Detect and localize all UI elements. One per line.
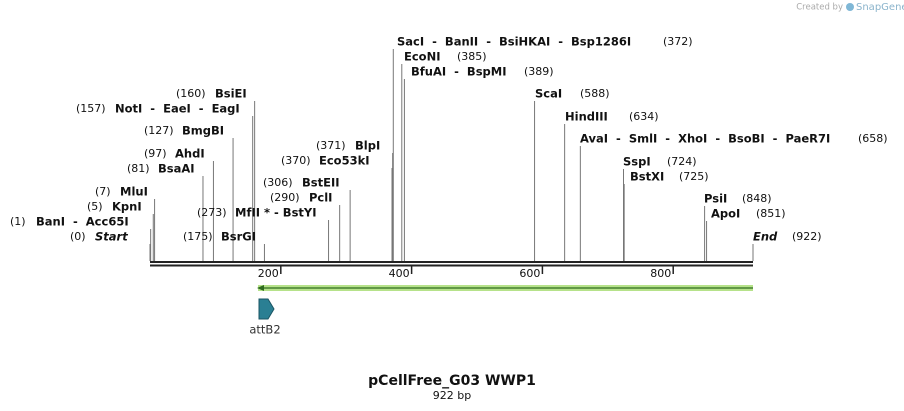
site-label: PsiI xyxy=(704,192,727,206)
site-position: (7) xyxy=(95,185,111,198)
site-position: (306) xyxy=(263,176,293,189)
site-position: (372) xyxy=(663,35,693,48)
site-label: MluI xyxy=(120,185,148,199)
start-label: Start xyxy=(95,230,128,244)
site-position: (385) xyxy=(457,50,487,63)
site-label: BmgBI xyxy=(182,124,224,138)
site-label: BstXI xyxy=(630,170,664,184)
site-position: (160) xyxy=(176,87,206,100)
site-label: MfII * - BstYI xyxy=(235,206,317,220)
credit-brand: SnapGene xyxy=(856,2,904,13)
orf-arrowhead xyxy=(257,285,264,291)
credit-prefix: Created by xyxy=(796,3,843,13)
site-label: AhdI xyxy=(175,147,205,161)
site-position: (175) xyxy=(183,230,213,243)
site-position: (658) xyxy=(858,132,888,145)
site-label: BanI - Acc65I xyxy=(36,215,129,229)
site-label: HindIII xyxy=(565,110,608,124)
site-position: (97) xyxy=(144,147,167,160)
site-label: BlpI xyxy=(355,139,380,153)
ruler-label: 800 xyxy=(650,267,671,280)
site-label: SspI xyxy=(623,155,651,169)
site-position: (370) xyxy=(281,154,311,167)
site-position: (1) xyxy=(10,215,26,228)
map-title: pCellFree_G03 WWP1 xyxy=(368,373,536,389)
logo-icon xyxy=(846,3,854,11)
site-label: SacI - BanII - BsiHKAI - Bsp1286I xyxy=(397,35,631,49)
site-label: BsrGI xyxy=(221,230,256,244)
site-label: ScaI xyxy=(535,87,562,101)
site-position: (851) xyxy=(756,207,786,220)
ruler-label: 200 xyxy=(258,267,279,280)
site-position: (634) xyxy=(629,110,659,123)
feature-arrow xyxy=(258,298,275,320)
end-label: End xyxy=(753,230,778,244)
site-position: (389) xyxy=(524,65,554,78)
site-label: ApoI xyxy=(711,207,740,221)
site-label: BsaAI xyxy=(158,162,195,176)
site-position: (724) xyxy=(667,155,697,168)
site-position: (5) xyxy=(87,200,103,213)
site-label: KpnI xyxy=(112,200,142,214)
site-label: EcoNI xyxy=(404,50,440,64)
site-position: (588) xyxy=(580,87,610,100)
site-position: (848) xyxy=(742,192,772,205)
site-position: (273) xyxy=(197,206,227,219)
site-label: NotI - EaeI - EagI xyxy=(115,102,240,116)
ruler-label: 400 xyxy=(389,267,410,280)
map-length: 922 bp xyxy=(433,389,471,402)
site-position: (0) xyxy=(70,230,86,243)
site-label: BfuAI - BspMI xyxy=(411,65,507,79)
site-position: (290) xyxy=(270,191,300,204)
ruler-label: 600 xyxy=(519,267,540,280)
site-label: BsiEI xyxy=(215,87,247,101)
site-label: BstEII xyxy=(302,176,340,190)
feature-label: attB2 xyxy=(249,323,280,337)
site-position: (922) xyxy=(792,230,822,243)
site-position: (127) xyxy=(144,124,174,137)
site-label: Eco53kI xyxy=(319,154,370,168)
site-position: (81) xyxy=(127,162,150,175)
site-label: AvaI - SmlI - XhoI - BsoBI - PaeR7I xyxy=(580,132,830,146)
site-position: (157) xyxy=(76,102,106,115)
site-position: (725) xyxy=(679,170,709,183)
site-label: PclI xyxy=(309,191,332,205)
site-position: (371) xyxy=(316,139,346,152)
